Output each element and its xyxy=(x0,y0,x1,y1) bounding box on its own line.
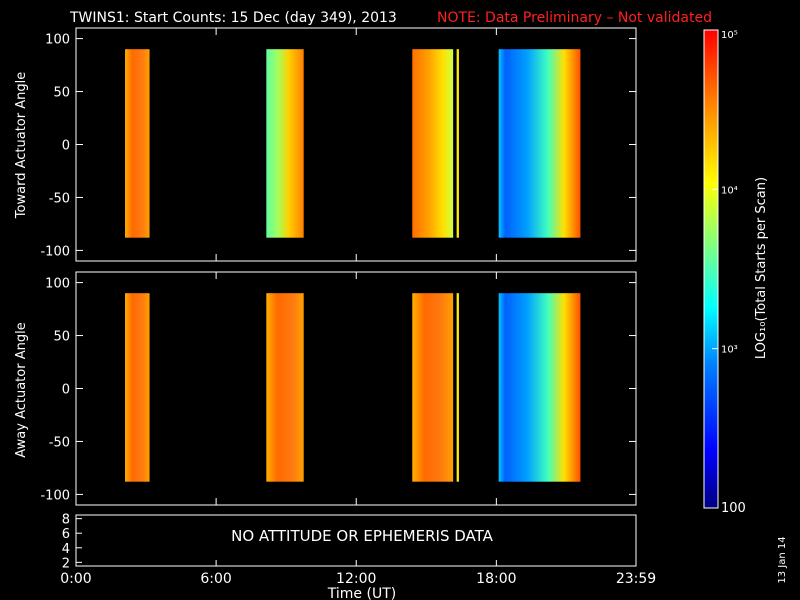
bottom-plot-frame xyxy=(75,271,637,506)
x-axis-label: Time (UT) xyxy=(327,586,396,600)
bottom-data-block-0 xyxy=(125,293,150,482)
top-data-block-1 xyxy=(266,49,304,238)
side-date-label: 13 Jan 14 xyxy=(777,536,788,583)
top-plot-frame xyxy=(75,27,637,262)
bottom-ytick-label: 50 xyxy=(53,330,70,345)
bottom-ytick-label: 100 xyxy=(45,277,70,292)
eph-ytick-label: 6 xyxy=(62,527,70,542)
colorbar-tick-label: 10³ xyxy=(721,345,738,356)
eph-ytick-label: 4 xyxy=(62,542,70,557)
top-ytick-label: -50 xyxy=(49,191,70,206)
colorbar-tick-label: 10⁴ xyxy=(721,185,738,196)
bottom-data-block-2 xyxy=(412,293,454,482)
x-tick-label: 18:00 xyxy=(476,571,516,587)
preliminary-note: NOTE: Data Preliminary – Not validated xyxy=(437,10,712,26)
plot-title: TWINS1: Start Counts: 15 Dec (day 349), … xyxy=(69,10,397,26)
x-tick-label: 0:00 xyxy=(60,571,91,587)
bottom-ytick-label: -50 xyxy=(49,435,70,450)
toward-angle-panel: Toward Actuator Angle 100 50 0 -50 -100 xyxy=(14,27,637,262)
no-data-message: NO ATTITUDE OR EPHEMERIS DATA xyxy=(231,527,494,545)
away-angle-panel: Away Actuator Angle 100 50 0 -50 -100 xyxy=(14,271,637,506)
top-data-block-0 xyxy=(125,49,150,238)
top-ytick-label: -100 xyxy=(40,244,70,259)
top-data-block-4 xyxy=(498,49,581,238)
top-data-block-3 xyxy=(456,49,459,238)
eph-ytick-label: 8 xyxy=(62,513,70,528)
bottom-ytick-label: 0 xyxy=(62,383,70,398)
top-ylabel: Toward Actuator Angle xyxy=(14,72,29,219)
top-ytick-label: 0 xyxy=(62,139,70,154)
x-tick-label: 12:00 xyxy=(336,571,376,587)
colorbar-tick-label: 10⁵ xyxy=(721,30,738,41)
x-tick-label: 6:00 xyxy=(200,571,231,587)
colorbar-tick-label: 100 xyxy=(721,501,746,516)
colorbar-gradient xyxy=(703,29,719,509)
bottom-ylabel: Away Actuator Angle xyxy=(14,322,29,457)
ephemeris-plot-frame xyxy=(75,514,637,567)
bottom-data-block-1 xyxy=(266,293,304,482)
top-ytick-label: 50 xyxy=(53,86,70,101)
x-tick-label: 23:59 xyxy=(616,571,656,587)
eph-ytick-label: 2 xyxy=(62,556,70,571)
colorbar-label: LOG₁₀(Total Starts per Scan) xyxy=(754,177,769,359)
colorbar: 10⁵ 10⁴ 10³ 100 LOG₁₀(Total Starts per Scan… xyxy=(703,29,769,516)
bottom-data-block-3 xyxy=(456,293,459,482)
top-ytick-label: 100 xyxy=(45,33,70,48)
bottom-data-block-4 xyxy=(498,293,581,482)
bottom-ytick-label: -100 xyxy=(40,488,70,503)
top-data-block-2 xyxy=(412,49,454,238)
